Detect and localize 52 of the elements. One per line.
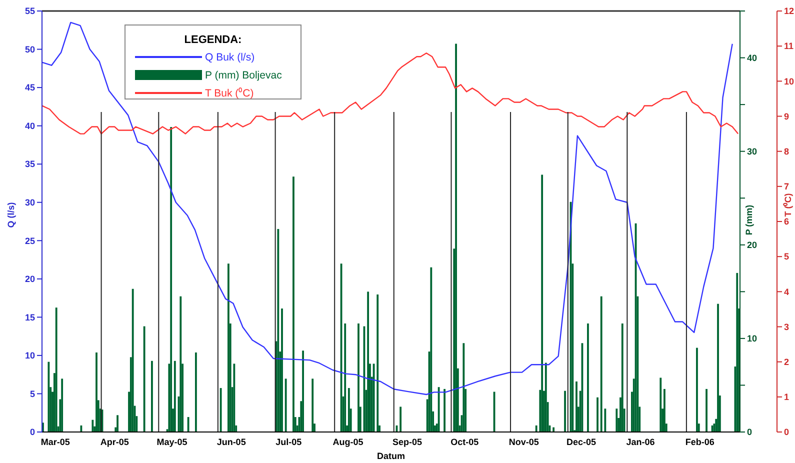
x-tick-label: Oct-05 bbox=[450, 437, 479, 447]
x-tick-label: Jun-05 bbox=[216, 437, 246, 447]
y-tick-label: 20 bbox=[24, 274, 35, 284]
line-series bbox=[41, 52, 739, 134]
x-tick-label: Nov-05 bbox=[508, 437, 539, 447]
y-tick-label: 10 bbox=[24, 350, 35, 361]
y3-tick-label: 1 bbox=[784, 392, 790, 402]
y-tick-label: 5 bbox=[30, 388, 35, 399]
y2-tick-label: 30 bbox=[747, 146, 758, 156]
x-tick-label: Dec-05 bbox=[566, 437, 596, 447]
y-tick-label: 50 bbox=[24, 44, 35, 54]
legend-title: LEGENDA: bbox=[184, 34, 242, 46]
x-tick-label: Jul-05 bbox=[276, 437, 302, 447]
x-tick-label: Jan-06 bbox=[626, 437, 655, 447]
y2-axis-title: P (mm) bbox=[744, 204, 754, 236]
y-tick-label: 15 bbox=[24, 312, 35, 322]
line-series bbox=[41, 22, 733, 396]
y3-tick-label: 10 bbox=[784, 76, 794, 86]
y3-axis-title: T (⁰C) bbox=[783, 193, 793, 217]
y-tick-label: 35 bbox=[24, 159, 35, 170]
y3-tick-label: 2 bbox=[784, 356, 790, 367]
x-tick-label: Mar-05 bbox=[40, 437, 70, 447]
y3-tick-label: 7 bbox=[784, 182, 790, 192]
y-tick-label: 25 bbox=[24, 236, 35, 246]
y3-tick-label: 12 bbox=[784, 6, 794, 16]
y3-tick-label: 8 bbox=[784, 146, 790, 156]
series-label: T Buk (⁰C) bbox=[205, 88, 254, 100]
y-tick-label: 45 bbox=[24, 82, 35, 93]
y3-tick-label: 9 bbox=[784, 111, 790, 122]
y3-tick-label: 4 bbox=[784, 286, 790, 297]
y3-tick-label: 3 bbox=[784, 322, 790, 332]
x-tick-label: Aug-05 bbox=[332, 437, 364, 447]
x-tick-label: Apr-05 bbox=[100, 437, 129, 447]
x-tick-label: May-05 bbox=[156, 437, 188, 447]
y3-tick-label: 5 bbox=[784, 252, 790, 262]
y-tick-label: 0 bbox=[30, 427, 35, 438]
y-tick-label: 55 bbox=[24, 6, 35, 16]
y2-tick-label: 20 bbox=[747, 240, 758, 250]
y-tick-label: 30 bbox=[24, 198, 35, 208]
y2-tick-label: 10 bbox=[747, 334, 758, 344]
y3-tick-label: 6 bbox=[784, 216, 790, 227]
y2-tick-label: 0 bbox=[747, 427, 752, 438]
text: Q Buk (l/s) bbox=[205, 52, 255, 64]
y-axis-title: Q (l/s) bbox=[6, 202, 16, 228]
y-tick-label: 40 bbox=[24, 120, 35, 131]
y3-tick-label: 0 bbox=[784, 427, 790, 438]
x-tick-label: Feb-06 bbox=[685, 437, 714, 447]
x-tick-label: Sep-05 bbox=[392, 437, 422, 447]
y2-tick-label: 40 bbox=[747, 52, 758, 63]
x-axis-title: Datum bbox=[376, 451, 406, 461]
y3-tick-label: 11 bbox=[784, 41, 794, 52]
text: P (mm) Boljevac bbox=[205, 70, 282, 82]
